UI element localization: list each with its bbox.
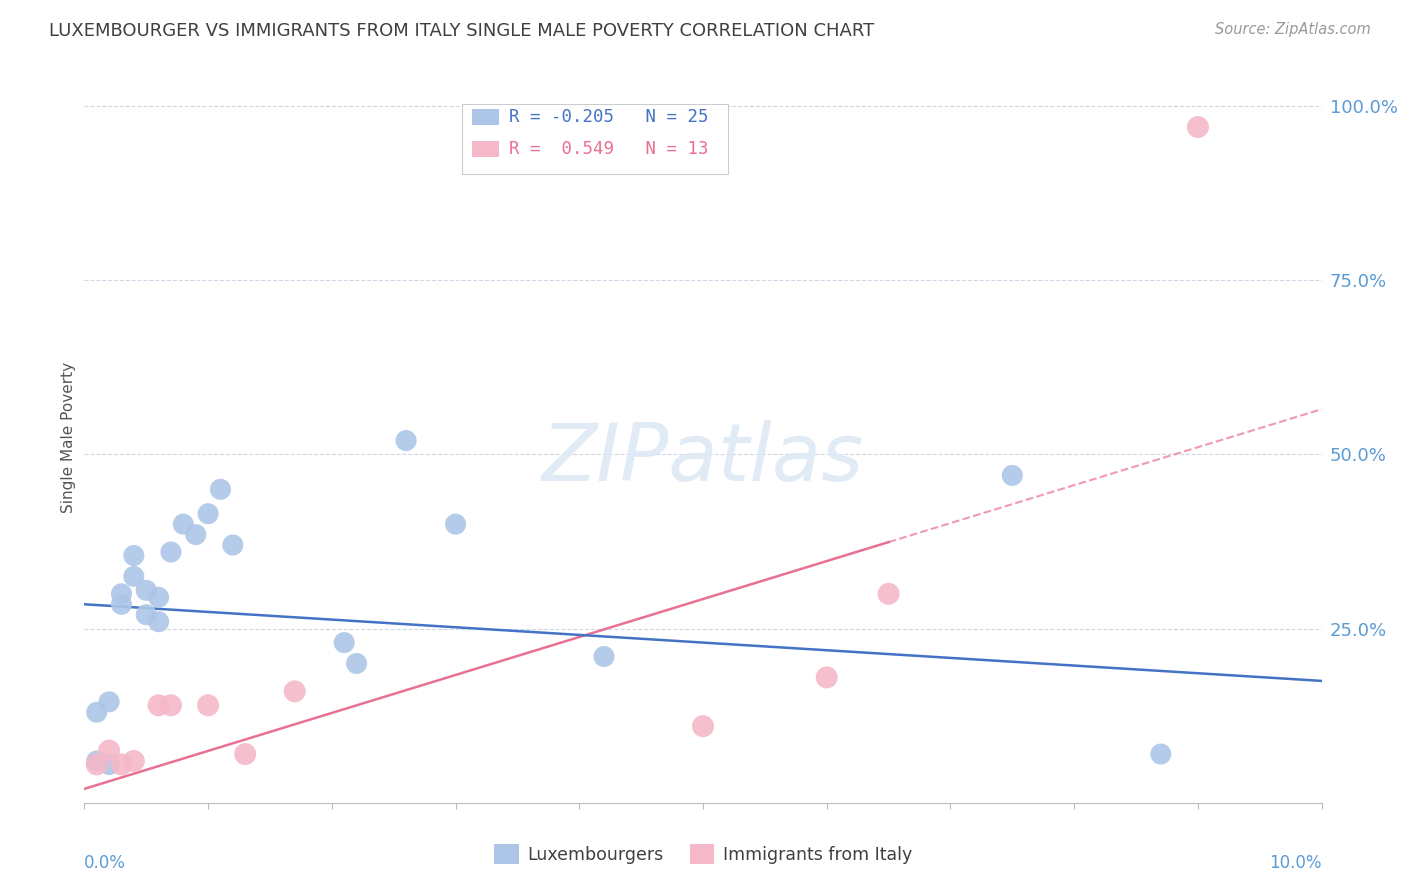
Text: R =  0.549   N = 13: R = 0.549 N = 13 [509,140,709,158]
Point [184,527,207,541]
Point [86,757,108,772]
Point [86,754,108,768]
Text: Source: ZipAtlas.com: Source: ZipAtlas.com [1215,22,1371,37]
FancyBboxPatch shape [471,141,499,157]
Point [197,698,219,713]
FancyBboxPatch shape [461,104,728,174]
Point [1187,120,1209,134]
Point [110,597,132,611]
Point [815,670,838,684]
Point [197,507,219,521]
Point [209,483,232,497]
Point [98,743,121,757]
Point [395,434,418,448]
Point [692,719,714,733]
Point [333,635,356,649]
Legend: Luxembourgers, Immigrants from Italy: Luxembourgers, Immigrants from Italy [488,837,918,871]
Point [160,545,183,559]
Point [160,698,183,713]
Point [148,591,170,605]
Point [284,684,307,698]
Point [444,517,467,532]
Point [1001,468,1024,483]
Text: R = -0.205   N = 25: R = -0.205 N = 25 [509,108,709,126]
Point [1150,747,1173,761]
Point [148,615,170,629]
Point [110,757,132,772]
Point [148,698,170,713]
Point [172,517,194,532]
Point [86,705,108,719]
Point [110,587,132,601]
Text: LUXEMBOURGER VS IMMIGRANTS FROM ITALY SINGLE MALE POVERTY CORRELATION CHART: LUXEMBOURGER VS IMMIGRANTS FROM ITALY SI… [49,22,875,40]
Point [122,754,145,768]
Point [877,587,900,601]
Point [593,649,616,664]
Point [122,549,145,563]
Text: 10.0%: 10.0% [1270,854,1322,872]
Point [98,695,121,709]
Text: 0.0%: 0.0% [84,854,127,872]
Text: ZIPatlas: ZIPatlas [541,420,865,498]
Y-axis label: Single Male Poverty: Single Male Poverty [60,361,76,513]
Point [135,583,157,598]
Point [222,538,245,552]
Point [98,757,121,772]
Point [135,607,157,622]
Point [122,569,145,583]
Point [233,747,256,761]
Point [346,657,368,671]
FancyBboxPatch shape [471,109,499,125]
